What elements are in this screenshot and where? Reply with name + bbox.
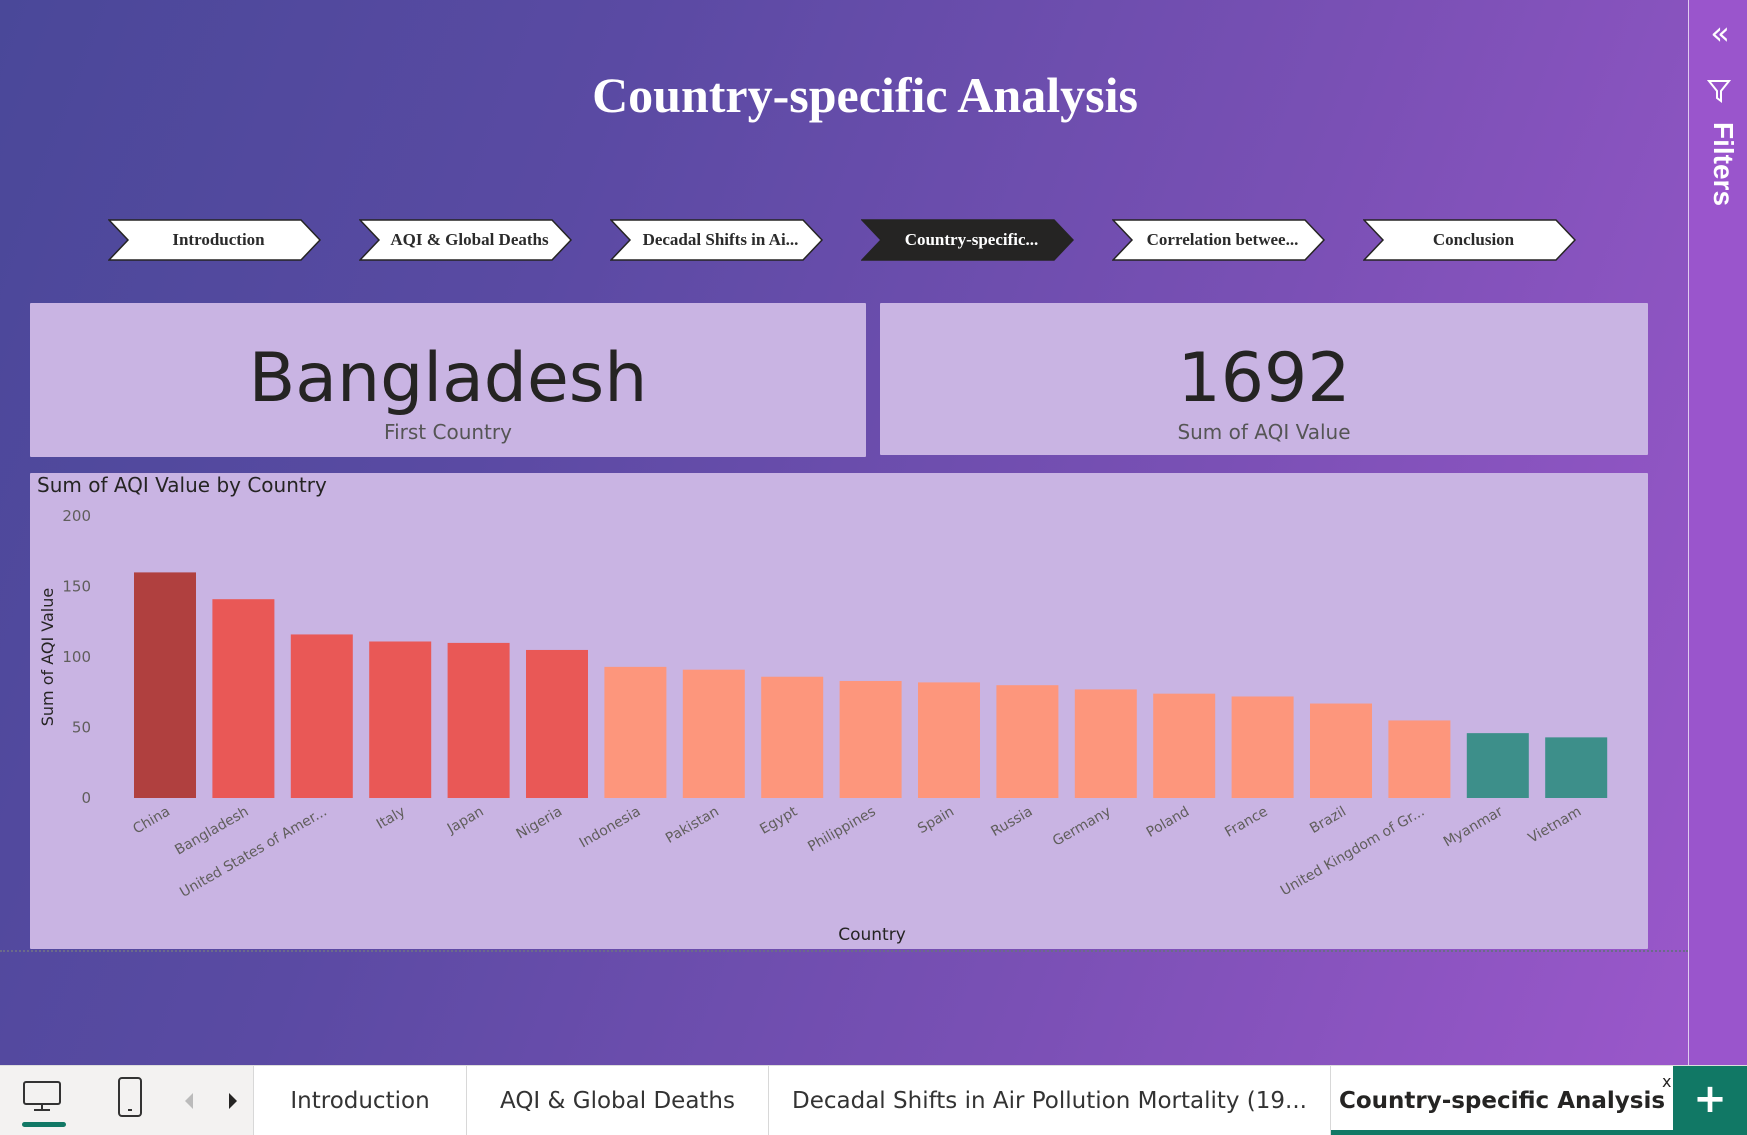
x-axis-label: Country bbox=[838, 925, 906, 945]
x-tick-label: Poland bbox=[1144, 804, 1192, 841]
bar[interactable] bbox=[996, 685, 1059, 798]
first-country-card[interactable]: Bangladesh First Country bbox=[30, 303, 866, 457]
report-canvas: Country-specific Analysis Introduction AQ… bbox=[0, 0, 1747, 1065]
first-country-value: Bangladesh bbox=[248, 339, 648, 418]
y-tick-label: 100 bbox=[62, 648, 91, 666]
bar[interactable] bbox=[1231, 696, 1294, 798]
bar[interactable] bbox=[526, 649, 588, 798]
bar[interactable] bbox=[212, 599, 275, 798]
bar[interactable] bbox=[1074, 689, 1137, 798]
chart-title: Sum of AQI Value by Country bbox=[37, 473, 327, 497]
nav-button-shape bbox=[359, 219, 572, 261]
nav-button-label: Conclusion bbox=[1432, 230, 1515, 249]
bar[interactable] bbox=[290, 634, 353, 798]
bar[interactable] bbox=[1388, 720, 1451, 798]
filters-pane[interactable]: « Filters bbox=[1688, 0, 1747, 1065]
aqi-by-country-chart[interactable]: Sum of AQI Value by Country 0 50 100 150 200… bbox=[30, 473, 1648, 949]
aqi-sum-card[interactable]: 1692 Sum of AQI Value bbox=[880, 303, 1648, 455]
aqi-sum-value: 1692 bbox=[1177, 339, 1351, 418]
filters-label: Filters bbox=[1708, 122, 1739, 207]
nav-button-2[interactable]: AQI & Global Deaths bbox=[359, 219, 572, 261]
x-tick-label: Brazil bbox=[1307, 804, 1349, 837]
nav-button-5[interactable]: Correlation betwee... bbox=[1112, 219, 1325, 261]
nav-button-shape bbox=[108, 219, 321, 261]
x-tick-label: France bbox=[1222, 804, 1270, 841]
bar[interactable] bbox=[604, 666, 667, 798]
x-tick-label: Spain bbox=[915, 804, 957, 837]
mobile-view-icon[interactable] bbox=[116, 1076, 144, 1120]
bar-chart-svg: 0 50 100 150 200 Sum of AQI Value Country China… bbox=[38, 507, 1608, 945]
x-tick-label: Germany bbox=[1050, 804, 1114, 850]
x-tick-label: United States of Amer... bbox=[177, 804, 330, 901]
x-tick-label: China bbox=[130, 804, 173, 838]
close-tab-icon[interactable]: x bbox=[1662, 1072, 1672, 1091]
nav-button-label: Country-specific... bbox=[904, 230, 1039, 249]
bar[interactable] bbox=[134, 572, 196, 798]
nav-button-1[interactable]: Introduction bbox=[108, 219, 321, 261]
bar[interactable] bbox=[447, 642, 510, 798]
bar[interactable] bbox=[839, 680, 902, 798]
nav-button-4[interactable]: Country-specific... bbox=[861, 219, 1074, 261]
previous-page-icon[interactable] bbox=[182, 1091, 196, 1111]
bar[interactable] bbox=[1466, 733, 1529, 798]
nav-button-shape bbox=[1363, 219, 1576, 261]
page-tab-bar: Introduction AQI & Global Deaths Decadal S… bbox=[0, 1065, 1747, 1135]
x-tick-label: Japan bbox=[444, 804, 487, 838]
x-tick-label: Vietnam bbox=[1526, 804, 1585, 847]
page-tab-2[interactable]: AQI & Global Deaths bbox=[466, 1066, 768, 1135]
x-tick-label: Philippines bbox=[805, 804, 878, 856]
x-tick-label: Indonesia bbox=[577, 804, 644, 852]
view-controls bbox=[0, 1066, 253, 1135]
bar[interactable] bbox=[369, 641, 432, 798]
x-tick-label: United Kingdom of Gr... bbox=[1278, 804, 1428, 900]
desktop-view-icon[interactable] bbox=[22, 1080, 62, 1112]
nav-button-label: Introduction bbox=[172, 230, 265, 249]
add-page-button[interactable]: + bbox=[1673, 1066, 1747, 1135]
nav-button-label: Correlation betwee... bbox=[1146, 230, 1299, 249]
x-tick-label: Nigeria bbox=[514, 804, 565, 843]
double-chevron-left-icon[interactable]: « bbox=[1710, 14, 1730, 52]
bar[interactable] bbox=[1310, 703, 1372, 798]
page-title: Country-specific Analysis bbox=[592, 67, 1138, 123]
nav-button-6[interactable]: Conclusion bbox=[1363, 219, 1576, 261]
x-tick-label: Egypt bbox=[757, 803, 800, 837]
nav-button-shape bbox=[1112, 219, 1325, 261]
nav-button-label: AQI & Global Deaths bbox=[390, 230, 549, 249]
x-tick-label: Italy bbox=[374, 804, 408, 833]
x-tick-label: Pakistan bbox=[663, 804, 722, 847]
nav-button-3[interactable]: Decadal Shifts in Ai... bbox=[610, 219, 823, 261]
first-country-label: First Country bbox=[384, 420, 512, 444]
bar[interactable] bbox=[918, 682, 980, 798]
bar[interactable] bbox=[1545, 737, 1608, 798]
page-tab-4[interactable]: Country-specific Analysis bbox=[1330, 1066, 1673, 1135]
bar[interactable] bbox=[1153, 693, 1216, 798]
nav-button-shape bbox=[861, 219, 1074, 261]
aqi-sum-label: Sum of AQI Value bbox=[1177, 420, 1351, 444]
next-page-icon[interactable] bbox=[226, 1091, 240, 1111]
page-boundary-line bbox=[0, 950, 1688, 952]
x-tick-label: Myanmar bbox=[1441, 803, 1506, 850]
nav-button-shape bbox=[610, 219, 823, 261]
page-tab-3[interactable]: Decadal Shifts in Air Pollution Mortalit… bbox=[768, 1066, 1330, 1135]
funnel-icon bbox=[1707, 80, 1731, 103]
y-tick-label: 150 bbox=[62, 578, 91, 596]
y-axis-label: Sum of AQI Value bbox=[38, 588, 57, 726]
bar[interactable] bbox=[682, 669, 745, 798]
y-tick-label: 0 bbox=[81, 789, 91, 807]
y-tick-label: 200 bbox=[62, 507, 91, 525]
desktop-view-indicator bbox=[22, 1122, 66, 1127]
bar[interactable] bbox=[761, 676, 824, 798]
y-tick-label: 50 bbox=[72, 719, 91, 737]
page-tab-1[interactable]: Introduction bbox=[253, 1066, 466, 1135]
nav-button-label: Decadal Shifts in Ai... bbox=[642, 230, 799, 249]
x-tick-label: Russia bbox=[988, 804, 1035, 840]
